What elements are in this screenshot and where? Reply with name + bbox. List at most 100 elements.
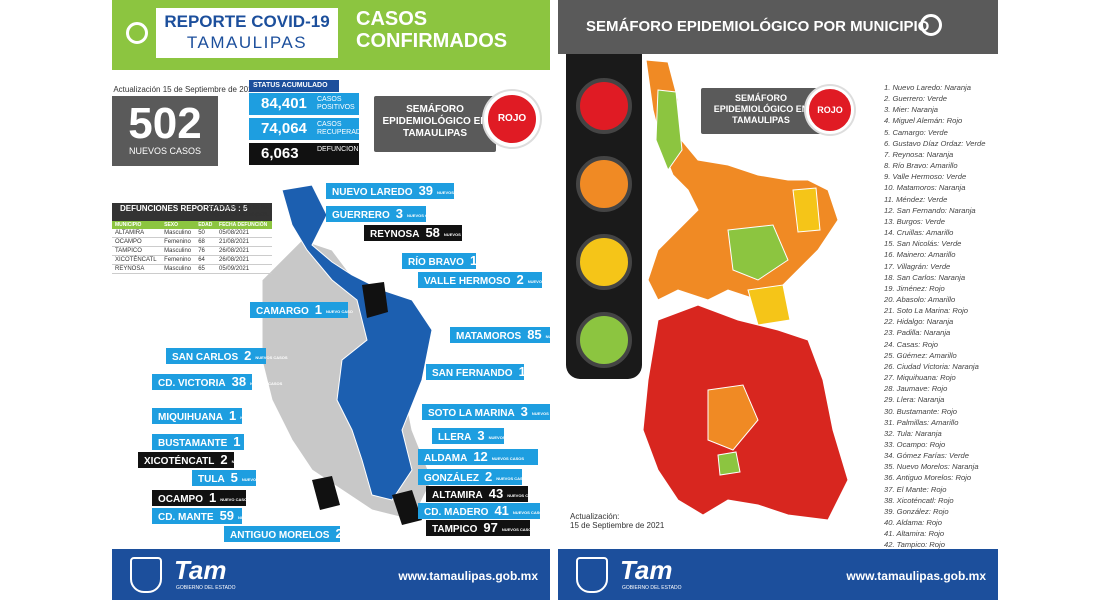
table-cell: REYNOSA (112, 264, 162, 274)
list-item: 41. Altamira: Rojo (884, 529, 945, 539)
header-subtitle: CASOS CONFIRMADOS (356, 8, 507, 52)
municipality-count: 1 (233, 434, 241, 449)
municipality-sub: NUEVOS CASOS (531, 410, 565, 416)
municipality-count: 43 (488, 486, 504, 501)
municipality-label: CD. MANTE 59 NUEVOS CASOS (152, 508, 270, 524)
municipality-label: RÍO BRAVO 1 NUEVO CASO (402, 253, 508, 269)
table-cell: Femenino (161, 255, 196, 265)
list-item: 31. Palmillas: Amarillo (884, 417, 959, 427)
municipality-count: 1 (229, 408, 237, 423)
table-row: ALTAMIRA Masculino 50 05/08/2021 (112, 229, 272, 238)
municipality-name: ANTIGUO MORELOS (230, 530, 330, 541)
municipality-count: 3 (477, 428, 485, 443)
list-item: 20. Abasolo: Amarillo (884, 294, 956, 304)
municipality-label: CD. VICTORIA 38 NUEVOS CASOS (152, 374, 282, 390)
municipality-count: 3 (520, 404, 528, 419)
table-cell: Masculino (161, 264, 196, 274)
municipality-sub: NUEVOS CASOS (512, 509, 546, 515)
col-edad: EDAD (195, 221, 217, 229)
new-cases-box: 502 NUEVOS CASOS (112, 96, 218, 166)
municipality-label: XICOTÉNCATL 2 NUEVOS CASOS (138, 452, 264, 468)
status-positive: 84,401 CASOS POSITIVOS (249, 93, 359, 115)
website-link[interactable]: www.tamaulipas.gob.mx (398, 569, 538, 583)
municipality-name: REYNOSA (370, 229, 420, 240)
map-zone-yellow (747, 284, 791, 326)
left-panel: REPORTE COVID-19 TAMAULIPAS CASOS CONFIR… (112, 0, 578, 600)
list-item: 35. Nuevo Morelos: Naranja (884, 462, 979, 472)
list-item: 6. Gustavo Díaz Ordaz: Verde (884, 138, 986, 148)
municipality-name: BUSTAMANTE (158, 438, 228, 449)
update-date: Actualización 15 de Septiembre de 2021 (113, 85, 257, 94)
status-label: CASOS POSITIVOS (317, 96, 355, 111)
municipality-name: ALDAMA (424, 453, 468, 464)
table-cell: 26/08/2021 (216, 255, 272, 265)
municipality-name: CD. MADERO (424, 507, 489, 518)
list-item: 34. Gómez Farías: Verde (884, 451, 969, 461)
right-semaforo-label: SEMÁFORO EPIDEMIOLÓGICO EN TAMAULIPAS (701, 88, 821, 134)
map-zone-orange (707, 384, 759, 451)
municipality-sub: NUEVOS CASOS (241, 476, 275, 482)
municipality-count: 39 (418, 183, 434, 198)
municipality-sub: NUEVOS CASOS (527, 278, 560, 284)
green-light-icon (576, 312, 632, 368)
semaforo-label: SEMÁFORO EPIDEMIOLÓGICO EN TAMAULIPAS (374, 96, 496, 152)
table-cell: Masculino (161, 229, 196, 238)
municipality-count: 41 (494, 503, 509, 518)
municipality-name: SAN CARLOS (172, 352, 239, 363)
list-item: 42. Tampico: Rojo (884, 540, 945, 550)
municipality-name: VALLE HERMOSO (424, 276, 511, 287)
municipality-name: GUERRERO (332, 210, 390, 221)
municipality-count: 38 (231, 374, 247, 389)
list-item: 30. Bustamante: Rojo (884, 406, 958, 416)
municipality-label: NUEVO LAREDO 39 NUEVOS CASOS (326, 183, 469, 199)
table-row: TAMPICO Masculino 76 26/08/2021 (112, 246, 272, 256)
status-label: DEFUNCIONES (317, 146, 368, 153)
semaforo-municipal-map (642, 59, 849, 521)
list-item: 28. Jaumave: Rojo (884, 384, 948, 394)
municipality-sub: NUEVO CASO (326, 308, 353, 314)
municipality-name: CAMARGO (256, 306, 309, 317)
municipality-label: VALLE HERMOSO 2 NUEVOS CASOS (418, 272, 560, 288)
municipality-label: SAN FERNANDO 1 NUEVO CASO (426, 364, 557, 380)
list-item: 4. Miguel Alemán: Rojo (884, 116, 963, 126)
map-zone-yellow (792, 187, 821, 233)
list-item: 1. Nuevo Laredo: Naranja (884, 83, 971, 92)
website-link[interactable]: www.tamaulipas.gob.mx (846, 569, 986, 583)
right-update: Actualización: 15 de Septiembre de 2021 (570, 512, 664, 530)
municipality-label: SOTO LA MARINA 3 NUEVOS CASOS (422, 404, 565, 420)
list-item: 27. Miquihuana: Rojo (884, 373, 956, 383)
state-shield-icon (576, 557, 608, 593)
table-cell: 76 (195, 246, 217, 256)
list-item: 10. Matamoros: Naranja (884, 183, 966, 193)
deaths-table: DEFUNCIONES REPORTADAS : 5 MUNICIPIO SEX… (112, 203, 272, 274)
col-fecha: FECHA DEFUNCIÓN (216, 221, 272, 229)
table-cell: 50 (195, 229, 217, 238)
virus-icon (126, 22, 148, 44)
municipality-count: 2 (335, 526, 343, 541)
list-item: 18. San Carlos: Naranja (884, 272, 966, 282)
map-zone-green (717, 451, 741, 476)
municipality-name: RÍO BRAVO (408, 257, 464, 268)
right-panel: SEMÁFORO EPIDEMIOLÓGICO POR MUNICIPIO SE… (558, 0, 998, 600)
table-cell: OCAMPO (112, 237, 162, 247)
list-item: 16. Mainero: Amarillo (884, 250, 956, 260)
municipality-label: MIQUIHUANA 1 NUEVO CASO (152, 408, 267, 424)
municipality-count: 59 (219, 508, 235, 523)
right-semaforo-status-badge: ROJO (806, 86, 854, 134)
subtitle-line2: CONFIRMADOS (356, 30, 508, 52)
list-item: 14. Cruillas: Amarillo (884, 228, 954, 238)
municipality-count: 2 (244, 348, 252, 363)
table-cell: TAMPICO (112, 246, 162, 256)
municipality-count: 1 (209, 490, 217, 505)
list-item: 5. Camargo: Verde (884, 127, 948, 137)
municipality-name: SAN FERNANDO (432, 368, 513, 379)
municipality-sub: NUEVO CASO (481, 259, 509, 265)
subtitle-line1: CASOS (356, 8, 428, 30)
status-value: 84,401 (261, 95, 307, 112)
table-cell: XICOTÉNCATL (112, 255, 162, 265)
status-label: CASOS RECUPERADOS (317, 121, 372, 136)
municipality-name: CD. MANTE (158, 512, 214, 523)
municipality-count: 12 (473, 449, 488, 464)
municipality-label: CAMARGO 1 NUEVO CASO (250, 302, 353, 318)
